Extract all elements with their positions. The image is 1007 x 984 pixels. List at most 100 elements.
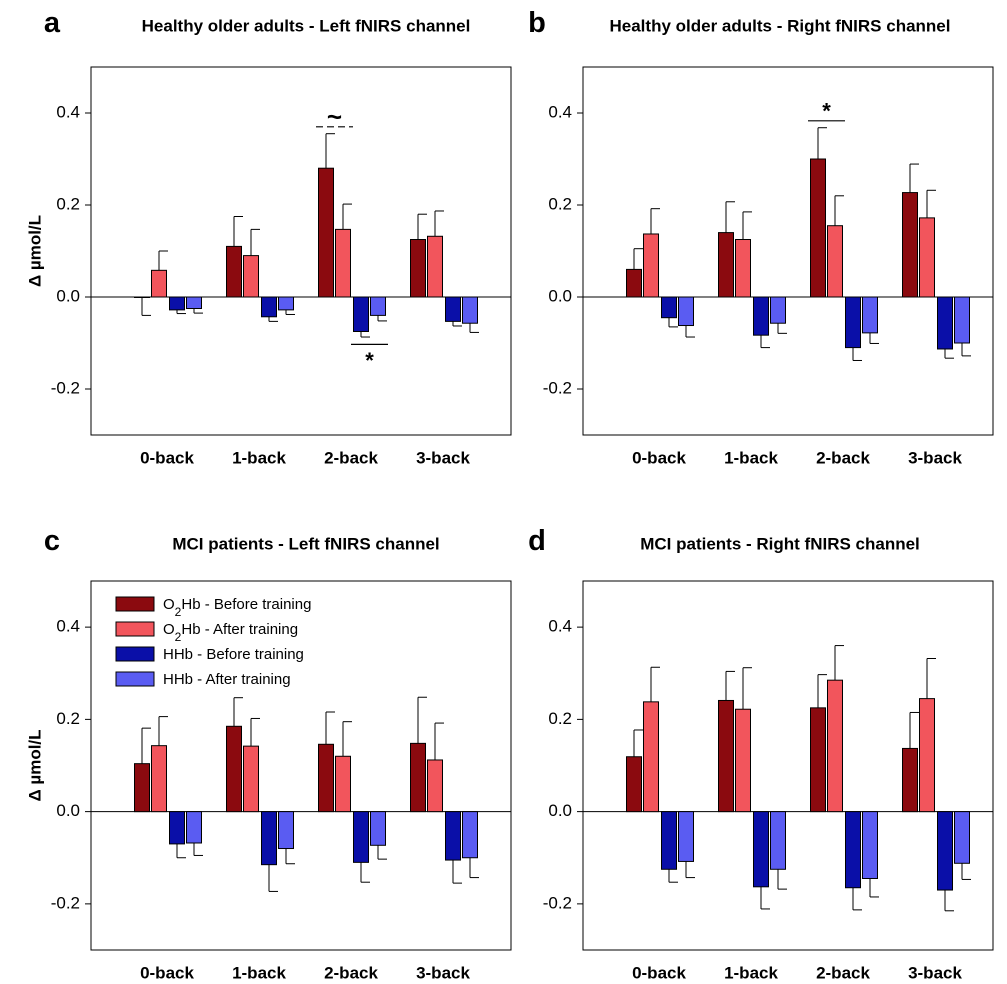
bar xyxy=(678,296,694,327)
y-tick-label: 0.4 xyxy=(56,102,80,121)
bar xyxy=(827,225,843,298)
bar xyxy=(445,811,461,861)
panel-letter: d xyxy=(528,525,546,557)
significance-marker: * xyxy=(822,99,831,124)
bar xyxy=(370,811,386,846)
bar xyxy=(370,296,386,316)
y-tick-label: 0.4 xyxy=(548,102,572,121)
bar xyxy=(661,811,677,870)
bar xyxy=(151,745,167,813)
plot-frame xyxy=(582,580,994,951)
bar xyxy=(410,742,426,813)
x-tick-label: 2-back xyxy=(816,963,870,982)
y-tick-label: 0.2 xyxy=(56,194,80,213)
bar xyxy=(770,811,786,870)
bar xyxy=(335,228,351,298)
bar xyxy=(827,679,843,813)
legend-swatch xyxy=(115,671,155,687)
x-tick-label: 0-back xyxy=(140,448,194,467)
chart-title: MCI patients - Left fNIRS channel xyxy=(172,534,439,553)
plot-frame xyxy=(90,580,512,951)
x-tick-label: 2-back xyxy=(816,448,870,467)
y-tick-label: 0.4 xyxy=(548,617,572,636)
plot-frame xyxy=(90,66,512,436)
chart-panel-b: b Healthy older adults - Right fNIRS chan… xyxy=(528,7,994,467)
bar xyxy=(626,268,642,298)
bar xyxy=(718,699,734,813)
bar xyxy=(902,192,918,298)
bar xyxy=(919,698,935,813)
bar xyxy=(134,763,150,813)
bar xyxy=(151,269,167,298)
bar xyxy=(718,232,734,298)
bar xyxy=(862,811,878,880)
y-tick-label: 0.4 xyxy=(56,617,80,636)
y-tick-label: 0.2 xyxy=(548,194,572,213)
x-tick-label: 1-back xyxy=(724,448,778,467)
plot-frame xyxy=(582,66,994,436)
y-tick-label: 0.0 xyxy=(548,801,572,820)
panel-letter: c xyxy=(44,525,60,557)
y-tick-label: -0.2 xyxy=(51,378,80,397)
x-tick-label: 2-back xyxy=(324,448,378,467)
bar xyxy=(278,296,294,311)
chart-panel-a: a Healthy older adults - Left fNIRS chann… xyxy=(25,7,512,467)
bar xyxy=(445,296,461,322)
chart-panel-c: c MCI patients - Left fNIRS channel -0.2 0.… xyxy=(25,525,512,982)
y-tick-label: 0.0 xyxy=(56,801,80,820)
bar xyxy=(810,707,826,813)
bar xyxy=(243,255,259,298)
bar xyxy=(753,296,769,336)
x-tick-label: 3-back xyxy=(416,448,470,467)
bar xyxy=(753,811,769,888)
bar xyxy=(937,296,953,350)
y-axis-label: Δ µmol/L xyxy=(25,729,44,801)
bar xyxy=(643,701,659,813)
bar xyxy=(427,759,443,813)
bar xyxy=(954,296,970,344)
bar xyxy=(626,756,642,813)
bar xyxy=(462,811,478,859)
bar xyxy=(862,296,878,334)
x-tick-label: 3-back xyxy=(908,448,962,467)
y-tick-label: -0.2 xyxy=(543,378,572,397)
panel-letter: b xyxy=(528,7,546,39)
y-tick-label: 0.2 xyxy=(548,709,572,728)
x-tick-label: 2-back xyxy=(324,963,378,982)
bar xyxy=(462,296,478,324)
bar xyxy=(919,217,935,298)
bar xyxy=(735,708,751,813)
bar xyxy=(810,158,826,298)
bar xyxy=(353,811,369,863)
bar xyxy=(678,811,694,862)
bar xyxy=(410,239,426,298)
legend-swatch xyxy=(115,646,155,662)
bar xyxy=(845,811,861,889)
bar xyxy=(226,725,242,813)
bar xyxy=(318,743,334,813)
legend-label: O2Hb - After training xyxy=(163,621,298,644)
bar xyxy=(243,745,259,813)
bar xyxy=(278,811,294,850)
x-tick-label: 1-back xyxy=(232,963,286,982)
legend-swatch xyxy=(115,596,155,612)
bar xyxy=(661,296,677,319)
chart-title: Healthy older adults - Right fNIRS chann… xyxy=(610,16,951,35)
y-tick-label: -0.2 xyxy=(51,893,80,912)
bar xyxy=(643,233,659,298)
bar xyxy=(261,296,277,318)
bar xyxy=(186,811,202,844)
x-tick-label: 0-back xyxy=(632,963,686,982)
x-tick-label: 1-back xyxy=(232,448,286,467)
chart-panel-d: d MCI patients - Right fNIRS channel -0.2 0… xyxy=(528,525,994,982)
legend-label: O2Hb - Before training xyxy=(163,596,311,619)
bar xyxy=(937,811,953,891)
legend-swatch xyxy=(115,621,155,637)
chart-title: Healthy older adults - Left fNIRS channe… xyxy=(142,16,471,35)
x-tick-label: 3-back xyxy=(908,963,962,982)
bar xyxy=(169,811,185,845)
x-tick-label: 0-back xyxy=(140,963,194,982)
bar xyxy=(770,296,786,324)
bar xyxy=(169,296,185,311)
